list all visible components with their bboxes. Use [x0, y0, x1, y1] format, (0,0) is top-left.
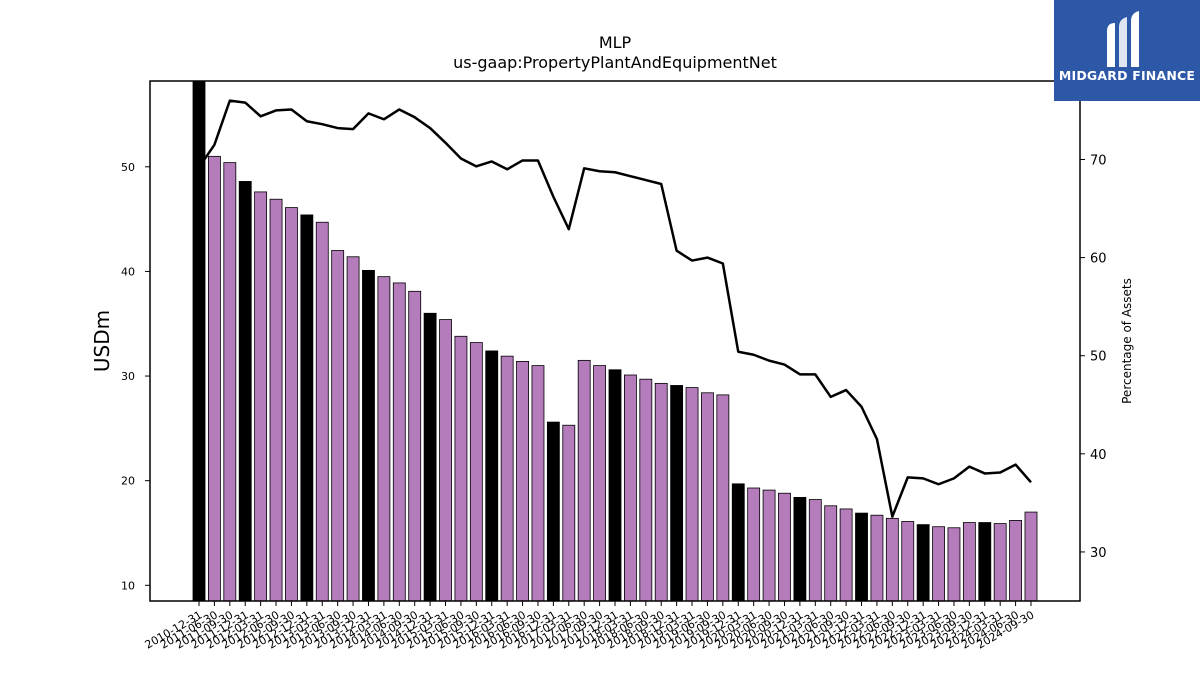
bar: [392, 282, 406, 602]
bar: [1024, 511, 1038, 602]
bar: [346, 256, 360, 602]
y2-tick-label: 30: [1090, 546, 1107, 561]
bar: [562, 424, 576, 602]
y-tick-label: 10: [121, 579, 135, 592]
bar: [962, 522, 976, 602]
percentage-line: [197, 99, 1032, 518]
bar: [331, 250, 345, 602]
bar: [685, 387, 699, 602]
y-axis-label: USDm: [90, 310, 114, 372]
bar: [639, 378, 653, 602]
bar: [839, 508, 853, 602]
bar: [731, 483, 745, 602]
y-tick-label: 20: [121, 475, 135, 488]
bar: [808, 499, 822, 602]
bar: [439, 319, 452, 602]
bar: [254, 191, 268, 602]
bar: [824, 505, 838, 602]
bar: [978, 522, 992, 602]
bar: [1009, 520, 1023, 602]
brand-logo: MIDGARD FINANCE: [1054, 0, 1200, 101]
bar: [855, 512, 868, 602]
bar: [870, 514, 884, 602]
bar: [654, 382, 668, 602]
bar: [546, 421, 560, 602]
bar: [485, 350, 499, 602]
bar: [223, 162, 237, 602]
y-tick-label: 40: [121, 265, 135, 278]
bar: [516, 360, 529, 602]
bar: [531, 365, 545, 602]
bar: [901, 521, 915, 602]
bar: [701, 392, 714, 602]
bar: [747, 487, 761, 602]
bar: [285, 207, 298, 602]
y2-tick-label: 40: [1090, 448, 1107, 463]
bar: [377, 276, 391, 602]
line-series: [197, 99, 1032, 518]
bar: [993, 523, 1007, 602]
bar: [469, 342, 483, 602]
bar: [315, 221, 329, 602]
bar: [793, 497, 807, 602]
bar: [608, 369, 622, 602]
bar: [238, 181, 252, 602]
bar: [362, 269, 375, 602]
bar: [762, 489, 776, 602]
left-axis: 10 20 30 40 50: [121, 161, 150, 592]
bar: [947, 527, 961, 602]
bar: [300, 214, 314, 602]
x-axis: 2010-12-312011-06-302011-09-302011-12-31…: [143, 601, 1037, 652]
y2-tick-label: 60: [1090, 252, 1107, 267]
bar-series: [192, 80, 1038, 602]
bar: [885, 517, 899, 602]
bar: [500, 355, 514, 602]
bar: [408, 290, 422, 602]
brand-name: MIDGARD FINANCE: [1058, 68, 1196, 83]
y2-tick-label: 50: [1090, 350, 1107, 365]
chart-subtitle: us-gaap:PropertyPlantAndEquipmentNet: [453, 53, 777, 72]
bar: [207, 155, 221, 602]
bar: [916, 524, 930, 602]
y-tick-label: 50: [121, 161, 135, 174]
y2-tick-label: 70: [1090, 153, 1107, 168]
bar: [932, 526, 945, 602]
bar: [593, 365, 607, 602]
bar: [423, 312, 437, 602]
y2-axis-label: Percentage of Assets: [1120, 278, 1134, 404]
bar: [670, 385, 684, 602]
bar: [716, 394, 730, 602]
bar: [269, 198, 283, 602]
y-tick-label: 30: [121, 370, 135, 383]
right-axis: 30 40 50 60 70: [1080, 153, 1107, 561]
bar: [624, 374, 637, 602]
bar: [454, 335, 468, 602]
bar: [577, 359, 591, 602]
chart-title: MLP: [599, 33, 632, 52]
bar: [778, 492, 791, 602]
midgard-m-icon: [1107, 11, 1139, 67]
